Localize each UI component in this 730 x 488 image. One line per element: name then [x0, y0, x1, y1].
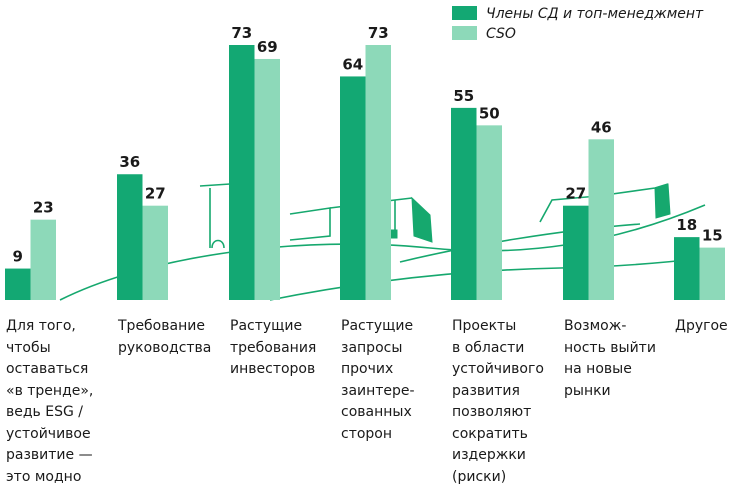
category-label-1: Требование руководства	[118, 318, 212, 356]
value-label-cso-2: 69	[257, 38, 278, 56]
value-label-board-4: 55	[453, 87, 474, 105]
category-label-4: Проекты в области устойчивого развития п…	[452, 318, 544, 485]
value-label-cso-0: 23	[33, 199, 54, 217]
value-label-cso-1: 27	[145, 185, 166, 203]
category-label-3: Растущие запросы прочих заинтере- сованн…	[341, 318, 415, 442]
value-label-board-5: 27	[565, 185, 586, 203]
legend-swatch-1	[452, 26, 477, 40]
bar-board-0	[5, 268, 31, 300]
value-label-board-0: 9	[13, 248, 23, 266]
value-label-board-1: 36	[119, 153, 140, 171]
value-label-board-6: 18	[676, 216, 697, 234]
category-label-6: Другое	[675, 318, 728, 334]
value-label-board-2: 73	[231, 24, 252, 42]
bar-board-2	[229, 45, 255, 300]
value-label-board-3: 64	[342, 55, 363, 73]
bar-board-1	[117, 174, 143, 300]
bar-cso-2	[254, 58, 280, 301]
category-label-5: Возмож- ность выйти на новые рынки	[564, 318, 656, 399]
legend: Члены СД и топ-менеджмент CSO	[452, 6, 704, 42]
value-label-cso-5: 46	[591, 118, 612, 136]
bar-cso-6	[699, 247, 725, 300]
bars-group	[5, 45, 725, 301]
bar-board-3	[340, 76, 366, 300]
bar-board-5	[563, 205, 589, 300]
bar-cso-5	[588, 139, 614, 300]
legend-label-0: Члены СД и топ-менеджмент	[486, 6, 704, 22]
bar-board-4	[451, 107, 477, 300]
value-label-cso-3: 73	[368, 24, 389, 42]
bar-cso-1	[142, 205, 168, 300]
category-label-0: Для того, чтобы оставаться «в тренде», в…	[6, 318, 94, 485]
value-label-cso-6: 15	[702, 227, 723, 245]
bar-cso-0	[30, 219, 56, 300]
legend-swatch-0	[452, 6, 477, 20]
category-label-2: Растущие требования инвесторов	[230, 318, 317, 377]
bar-cso-4	[476, 125, 502, 300]
bar-board-6	[674, 237, 700, 300]
value-label-cso-4: 50	[479, 104, 500, 122]
bar-cso-3	[365, 45, 391, 300]
legend-label-1: CSO	[486, 26, 516, 42]
value-labels-group: 9 23 36 27 73 69 64 73 55 50 27 46 18 15	[13, 24, 723, 266]
